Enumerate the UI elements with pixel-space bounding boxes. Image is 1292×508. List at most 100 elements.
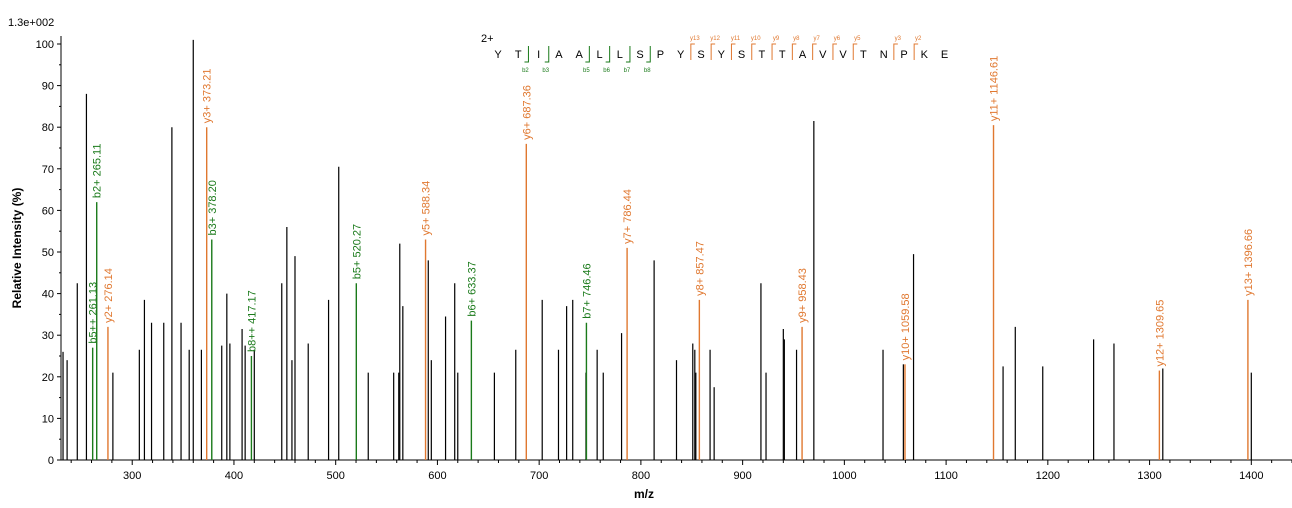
y-cleavage-mark [812, 43, 817, 60]
y-ion-label: y13+ 1396.66 [1243, 229, 1255, 296]
x-tick-label: 500 [327, 470, 345, 482]
y-cleavage-mark [751, 43, 756, 60]
peptide-annotation: 2+Y T I A A L L S P Y S Y S T T A V V T N P K Eb2 b3 b5 b6 b7 b8y13… [481, 33, 948, 74]
y-tick-label: 90 [42, 81, 54, 93]
b-cleavage-label: b6 [603, 68, 610, 74]
y-cleavage-mark [852, 43, 858, 60]
y-cleavage-label: y13 [690, 36, 700, 42]
b-cleavage-mark [646, 46, 651, 63]
y-cleavage-mark [893, 43, 898, 60]
scale-label: 1.3e+002 [8, 17, 54, 29]
b-cleavage-mark [625, 46, 631, 63]
b-ion-label: b3+ 378.20 [207, 180, 219, 235]
x-axis-label: m/z [634, 487, 654, 501]
y-tick-label: 0 [48, 455, 54, 467]
ion-labels: b5++ 261.13 b2+ 265.11 b3+ 378.20 b8++ 417.… [88, 56, 1255, 367]
residue: T [860, 49, 867, 61]
y-cleavage-mark [771, 43, 777, 60]
residue: S [738, 49, 745, 61]
y-cleavage-label: y6 [834, 36, 841, 42]
b-ion-label: b8++ 417.17 [246, 290, 258, 352]
y-cleavage-mark [730, 43, 736, 60]
residue: T [779, 49, 786, 61]
y-cleavage-label: y7 [813, 36, 820, 42]
y-tick-label: 20 [42, 372, 54, 384]
x-tick-label: 900 [733, 470, 751, 482]
y-tick-label: 10 [42, 413, 54, 425]
y-cleavage-mark [913, 43, 919, 60]
y-tick-label: 50 [42, 247, 54, 259]
y-cleavage-label: y2 [915, 36, 922, 42]
b-ion-label: b5++ 261.13 [88, 282, 100, 344]
x-tick-label: 700 [530, 470, 548, 482]
residue: T [515, 49, 522, 61]
y-ion-label: y10+ 1059.58 [900, 293, 912, 360]
y-cleavage-label: y12 [710, 36, 720, 42]
b-ion-label: b7+ 746.46 [581, 263, 593, 318]
residue: T [759, 49, 766, 61]
y-ion-label: y9+ 958.43 [797, 268, 809, 323]
residue: S [697, 49, 704, 61]
b-ion-label: b6+ 633.37 [466, 261, 478, 316]
b-cleavage-label: b3 [542, 68, 549, 74]
residue: Y [494, 49, 502, 61]
y-cleavage-label: y11 [731, 36, 741, 42]
y-tick-label: 100 [36, 39, 54, 51]
residue: E [941, 49, 948, 61]
y-cleavage-label: y8 [793, 36, 800, 42]
b-cleavage-label: b7 [624, 68, 631, 74]
y-tick-label: 80 [42, 122, 54, 134]
y-cleavage-mark [832, 43, 837, 60]
y-ion-label: y11+ 1146.61 [989, 56, 1001, 121]
y-cleavage-label: y5 [854, 36, 861, 42]
residue: N [880, 49, 888, 61]
residue: L [617, 49, 623, 61]
x-tick-label: 1400 [1239, 470, 1263, 482]
residue: V [819, 49, 827, 61]
y-ion-label: y5+ 588.34 [421, 181, 433, 236]
residue: P [900, 49, 907, 61]
peaks [62, 39, 1252, 460]
x-tick-label: 1100 [934, 470, 958, 482]
residue: K [921, 49, 929, 61]
y-ion-label: y6+ 687.36 [521, 85, 533, 140]
y-tick-label: 40 [42, 289, 54, 301]
b-cleavage-label: b8 [644, 68, 651, 74]
x-tick-label: 1300 [1137, 470, 1161, 482]
charge-state: 2+ [481, 33, 494, 45]
y-cleavage-label: y9 [773, 36, 780, 42]
b-cleavage-mark [605, 46, 611, 63]
x-tick-label: 400 [225, 470, 243, 482]
y-tick-label: 70 [42, 164, 54, 176]
residue: V [839, 49, 847, 61]
x-ticks: 300 400 500 600 700 800 900 1000 1100 1200 1300 140… [70, 460, 1292, 482]
b-ion-label: b5+ 520.27 [351, 224, 363, 279]
y-ion-label: y7+ 786.44 [622, 189, 634, 244]
b-cleavage-label: b5 [583, 68, 590, 74]
y-cleavage-label: y3 [895, 36, 902, 42]
y-axis-label: Relative Intensity (%) [10, 188, 24, 309]
b-cleavage-mark [524, 46, 529, 63]
y-ticks: 0 10 20 30 40 50 60 70 80 90 100 [36, 39, 61, 467]
x-tick-label: 300 [123, 470, 141, 482]
x-tick-label: 800 [632, 470, 650, 482]
x-tick-label: 1200 [1036, 470, 1060, 482]
residue: A [576, 49, 584, 61]
residue: A [799, 49, 807, 61]
y-tick-label: 30 [42, 330, 54, 342]
b-cleavage-label: b2 [522, 68, 529, 74]
y-cleavage-mark [791, 43, 797, 60]
y-ion-label: y3+ 373.21 [202, 68, 214, 123]
residue: Y [677, 49, 685, 61]
y-ion-label: y2+ 276.14 [103, 268, 115, 323]
x-tick-label: 600 [428, 470, 446, 482]
y-cleavage-label: y10 [751, 36, 761, 42]
y-cleavage-mark [690, 43, 695, 60]
y-ion-label: y8+ 857.47 [694, 241, 706, 296]
b-cleavage-mark [544, 46, 550, 63]
y-tick-label: 60 [42, 205, 54, 217]
b-ion-label: b2+ 265.11 [92, 144, 104, 199]
residue: A [555, 49, 563, 61]
residue: P [657, 49, 664, 61]
